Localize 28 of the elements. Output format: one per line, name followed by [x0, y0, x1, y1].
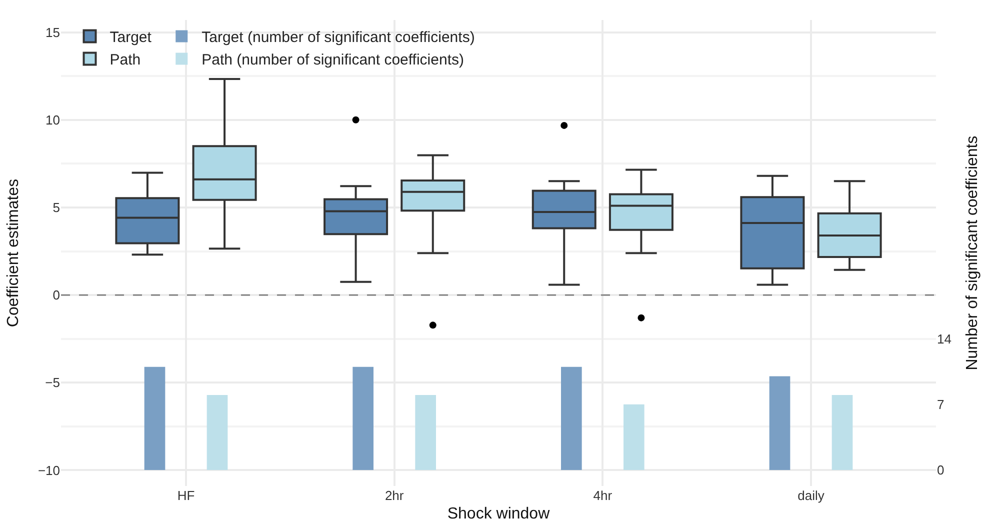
bar	[415, 395, 436, 470]
x-tick-label: 4hr	[593, 488, 613, 503]
bar	[352, 366, 374, 470]
legend-label: Target (number of significant coefficients)	[202, 29, 475, 46]
bar	[832, 395, 853, 470]
y-axis-title: Coefficient estimates	[4, 178, 22, 328]
y2-tick-label: 7	[937, 396, 944, 412]
bar	[561, 366, 582, 470]
y2-axis-title: Number of significant coefficients	[964, 136, 982, 370]
bar	[206, 395, 228, 470]
legend-label: Path (number of significant coefficients)	[202, 52, 464, 69]
y-tick-label: 15	[46, 24, 60, 40]
y2-tick-label: 14	[937, 331, 952, 346]
y-tick-label: −10	[38, 462, 60, 478]
x-tick-label: 2hr	[384, 488, 404, 503]
y-tick-label: 0	[52, 288, 60, 303]
bar	[624, 404, 644, 470]
x-axis-title: Shock window	[447, 506, 550, 523]
y2-tick-label: 0	[937, 462, 944, 478]
bar	[769, 376, 790, 470]
bar	[144, 366, 166, 470]
legend-label: Target	[110, 29, 152, 46]
legend-label: Path	[110, 52, 141, 69]
x-tick-label: daily	[798, 488, 825, 503]
y-tick-label: 10	[46, 112, 60, 128]
y-tick-label: 5	[52, 200, 60, 215]
y-tick-label: −5	[45, 375, 60, 390]
x-tick-label: HF	[177, 488, 195, 503]
